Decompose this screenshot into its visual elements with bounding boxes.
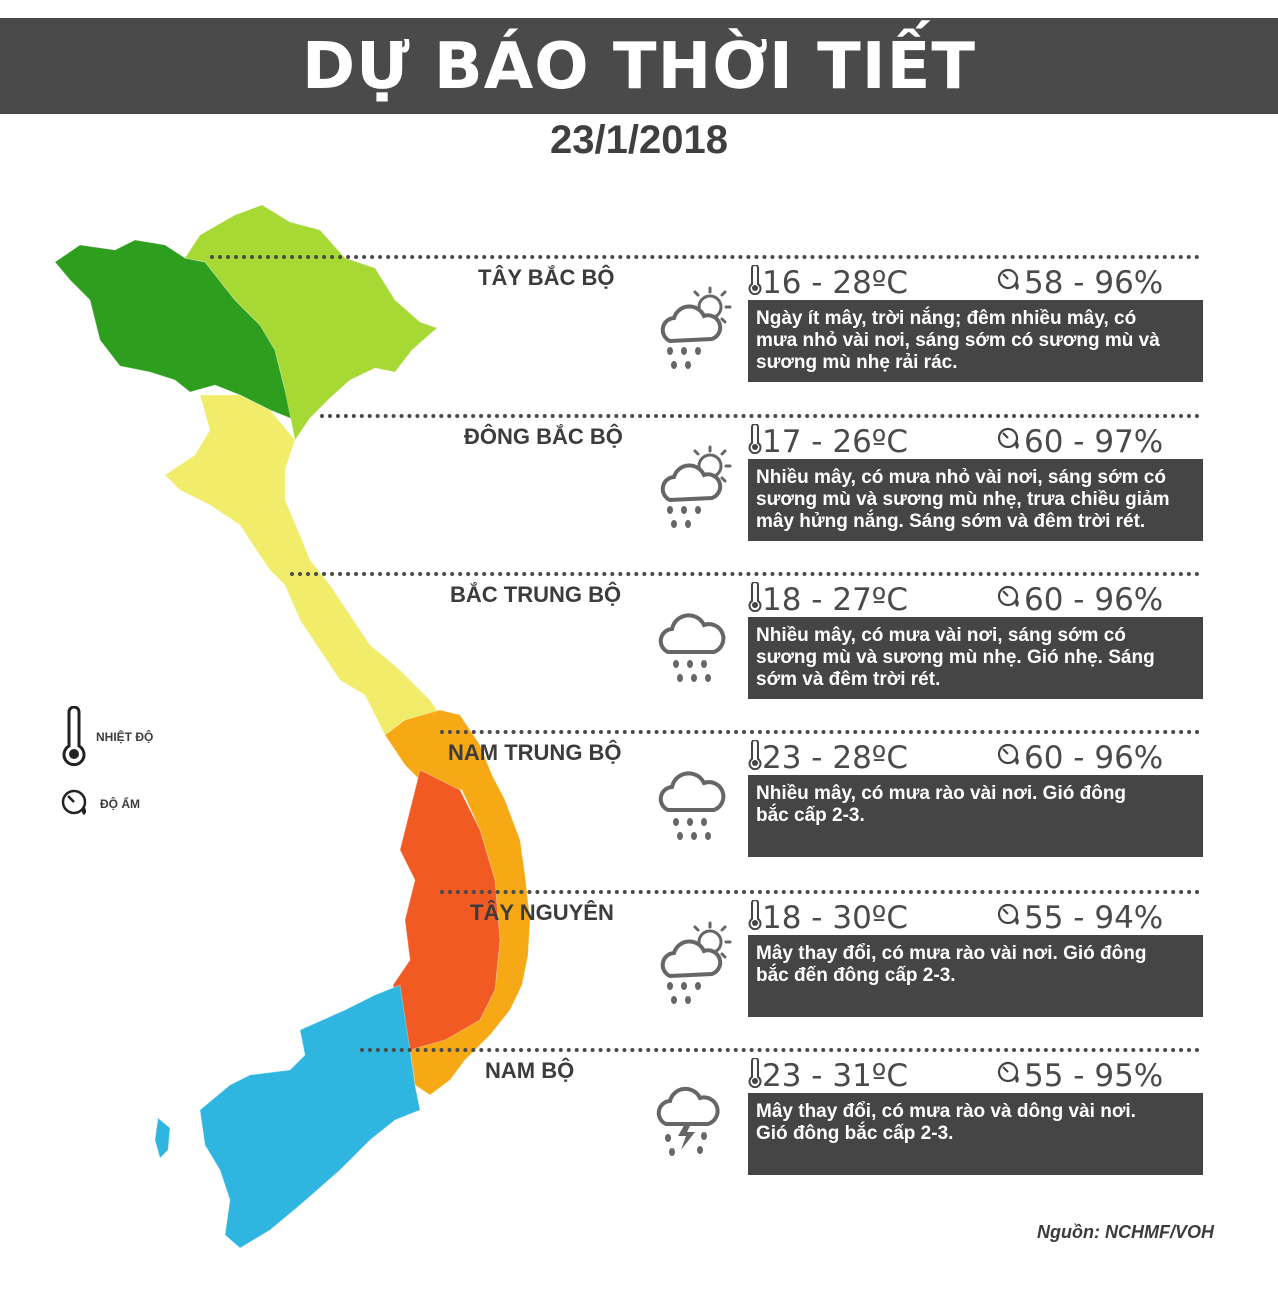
thermometer-icon	[748, 581, 762, 613]
temperature-range: 23 - 31ºC	[748, 1057, 909, 1094]
humidity-value: 58 - 96%	[1024, 265, 1164, 301]
map-island-phu-quoc	[154, 1117, 171, 1159]
humidity-gauge-icon	[997, 1061, 1019, 1083]
description-line: Gió đông bắc cấp 2-3.	[756, 1123, 954, 1144]
temperature-range: 23 - 28ºC	[748, 739, 909, 776]
region-name: NAM BỘ	[485, 1058, 575, 1083]
thermometer-icon	[748, 264, 762, 296]
source-credit: Nguồn: NCHMF/VOH	[1037, 1222, 1214, 1242]
title-bar	[0, 18, 1278, 114]
thermometer-icon	[62, 706, 86, 767]
description-line: mây hửng nắng. Sáng sớm và đêm trời rét.	[756, 511, 1146, 532]
thermometer-icon	[748, 423, 762, 455]
temperature-value: 16 - 28ºC	[762, 265, 909, 301]
description-line: Nhiều mây, có mưa rào vài nơi. Gió đông	[756, 783, 1127, 804]
region-name: ĐÔNG BẮC BỘ	[464, 424, 623, 449]
partly-cloudy-rain-icon	[660, 445, 732, 528]
region-name: TÂY BẮC BỘ	[478, 265, 615, 290]
humidity-value: 60 - 97%	[1024, 424, 1164, 460]
description-line: Mây thay đổi, có mưa rào và dông vài nơi…	[756, 1101, 1136, 1122]
cloud-rain-icon	[658, 613, 726, 682]
humidity-value: 60 - 96%	[1024, 582, 1164, 618]
thunderstorm-icon	[656, 1086, 720, 1156]
map-region-nam-trung-bo	[384, 709, 531, 1096]
humidity-range: 58 - 96%	[996, 265, 1163, 301]
forecast-description: Mây thay đổi, có mưa rào và dông vài nơi…	[748, 1093, 1203, 1175]
description-line: Ngày ít mây, trời nắng; đêm nhiều mây, c…	[756, 308, 1137, 329]
forecast-description: Ngày ít mây, trời nắng; đêm nhiều mây, c…	[748, 300, 1203, 382]
forecast-description: Mây thay đổi, có mưa rào vài nơi. Gió đô…	[748, 935, 1203, 1017]
temperature-value: 23 - 31ºC	[762, 1058, 909, 1094]
description-line: Mây thay đổi, có mưa rào vài nơi. Gió đô…	[756, 943, 1147, 964]
humidity-range: 55 - 94%	[996, 900, 1163, 936]
map-region-nam-bo	[199, 984, 421, 1249]
region-divider	[440, 890, 1200, 894]
forecast-date: 23/1/2018	[550, 118, 728, 162]
region-name: BẮC TRUNG BỘ	[450, 582, 622, 607]
cloud-rain-icon	[658, 771, 726, 840]
legend-humidity: ĐỘ ẨM	[60, 788, 140, 820]
region-divider	[360, 1048, 1200, 1052]
forecast-description: Nhiều mây, có mưa nhỏ vài nơi, sáng sớm …	[748, 459, 1203, 541]
temperature-value: 23 - 28ºC	[762, 740, 909, 776]
description-line: sương mù và sương mù nhẹ, trưa chiều giả…	[756, 489, 1170, 510]
description-line: Nhiều mây, có mưa nhỏ vài nơi, sáng sớm …	[756, 467, 1166, 488]
humidity-range: 55 - 95%	[996, 1058, 1163, 1094]
description-line: sương mù và sương mù nhẹ. Gió nhẹ. Sáng	[756, 647, 1155, 668]
humidity-gauge-icon	[61, 789, 87, 815]
legend-humidity-label: ĐỘ ẨM	[100, 797, 140, 811]
description-line: bắc đến đông cấp 2-3.	[756, 965, 956, 986]
thermometer-icon	[748, 739, 762, 771]
legend-temperature: NHIỆT ĐỘ	[60, 706, 153, 768]
temperature-value: 18 - 27ºC	[762, 582, 909, 618]
thermometer-icon	[748, 899, 762, 931]
forecast-description: Nhiều mây, có mưa rào vài nơi. Gió đông b…	[748, 775, 1203, 857]
description-line: sớm và đêm trời rét.	[756, 669, 941, 690]
map-region-dong-bac	[184, 204, 438, 442]
temperature-range: 18 - 30ºC	[748, 899, 909, 936]
forecast-description: Nhiều mây, có mưa vài nơi, sáng sớm có sư…	[748, 617, 1203, 699]
temperature-range: 18 - 27ºC	[748, 581, 909, 618]
humidity-range: 60 - 97%	[996, 424, 1163, 460]
temperature-value: 17 - 26ºC	[762, 424, 909, 460]
temperature-range: 16 - 28ºC	[748, 264, 909, 301]
description-line: bắc cấp 2-3.	[756, 805, 865, 826]
humidity-value: 60 - 96%	[1024, 740, 1164, 776]
thermometer-icon	[748, 1057, 762, 1089]
humidity-value: 55 - 94%	[1024, 900, 1164, 936]
region-divider	[210, 255, 1200, 259]
humidity-gauge-icon	[997, 903, 1019, 925]
region-divider	[320, 414, 1200, 418]
humidity-range: 60 - 96%	[996, 582, 1163, 618]
partly-cloudy-rain-icon	[660, 286, 732, 369]
region-name: TÂY NGUYÊN	[470, 900, 614, 925]
map-region-bac-trung-bo	[164, 394, 441, 736]
region-name: NAM TRUNG BỘ	[448, 740, 622, 765]
partly-cloudy-rain-icon	[660, 921, 732, 1004]
humidity-gauge-icon	[997, 268, 1019, 290]
humidity-value: 55 - 95%	[1024, 1058, 1164, 1094]
region-divider	[440, 730, 1200, 734]
humidity-gauge-icon	[997, 427, 1019, 449]
temperature-value: 18 - 30ºC	[762, 900, 909, 936]
region-divider	[290, 572, 1200, 576]
humidity-gauge-icon	[997, 585, 1019, 607]
humidity-gauge-icon	[997, 743, 1019, 765]
description-line: Nhiều mây, có mưa vài nơi, sáng sớm có	[756, 625, 1126, 646]
temperature-range: 17 - 26ºC	[748, 423, 909, 460]
humidity-range: 60 - 96%	[996, 740, 1163, 776]
description-line: mưa nhỏ vài nơi, sáng sớm có sương mù và	[756, 330, 1160, 351]
page-title: DỰ BÁO THỜI TIẾT	[302, 30, 976, 104]
description-line: sương mù nhẹ rải rác.	[756, 352, 958, 373]
legend-temperature-label: NHIỆT ĐỘ	[96, 730, 154, 744]
